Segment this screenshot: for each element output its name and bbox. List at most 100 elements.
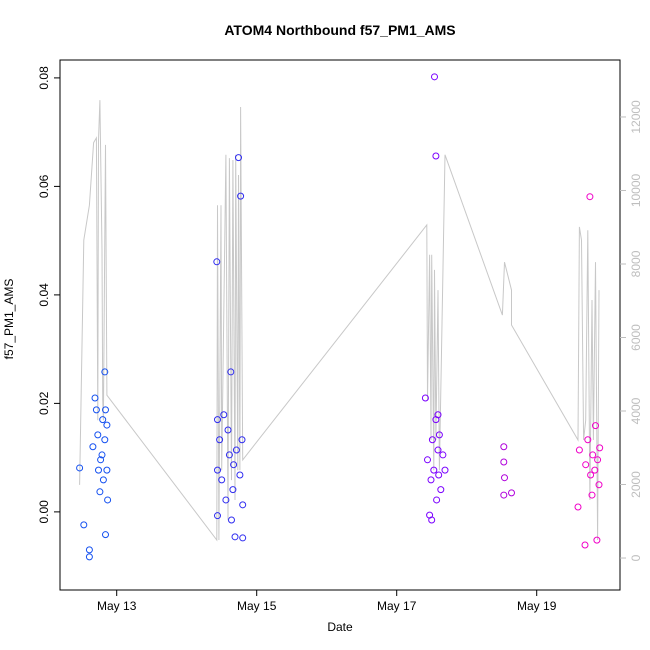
y2-tick-label: 12000 bbox=[629, 100, 643, 134]
y-tick-label: 0.04 bbox=[37, 283, 51, 307]
point bbox=[220, 411, 228, 419]
y-tick-label: 0.06 bbox=[37, 174, 51, 198]
x-tick-label: May 19 bbox=[517, 599, 557, 613]
point bbox=[91, 394, 99, 402]
point bbox=[98, 451, 106, 459]
point bbox=[102, 531, 109, 539]
point bbox=[434, 446, 442, 454]
point bbox=[214, 416, 221, 424]
point bbox=[588, 491, 596, 499]
point bbox=[592, 422, 599, 430]
point bbox=[97, 456, 105, 464]
y-tick-label: 0.02 bbox=[37, 391, 51, 415]
point bbox=[85, 553, 93, 561]
line bbox=[79, 100, 600, 542]
point bbox=[95, 466, 102, 474]
point bbox=[430, 466, 438, 474]
point bbox=[437, 486, 445, 494]
y2-tick-label: 2000 bbox=[629, 471, 643, 498]
y2-tick-label: 10000 bbox=[629, 173, 643, 207]
point bbox=[238, 436, 246, 444]
point bbox=[434, 411, 442, 419]
point bbox=[218, 476, 226, 484]
point bbox=[237, 192, 245, 200]
point bbox=[102, 406, 109, 414]
point bbox=[586, 193, 594, 201]
point bbox=[574, 503, 582, 511]
point bbox=[582, 461, 590, 469]
point bbox=[99, 416, 107, 424]
point bbox=[96, 488, 104, 496]
point bbox=[214, 466, 221, 474]
point bbox=[216, 436, 224, 444]
point bbox=[225, 451, 233, 459]
point bbox=[591, 466, 599, 474]
point bbox=[231, 533, 239, 541]
point bbox=[424, 456, 431, 464]
point bbox=[428, 436, 436, 444]
point bbox=[595, 481, 603, 489]
x-tick-label: May 15 bbox=[237, 599, 277, 613]
point bbox=[441, 466, 449, 474]
point bbox=[214, 512, 221, 520]
point bbox=[101, 436, 109, 444]
plot-box bbox=[59, 59, 621, 591]
point bbox=[76, 464, 84, 472]
point bbox=[228, 516, 235, 524]
y-tick-label: 0.00 bbox=[37, 500, 51, 524]
point bbox=[239, 534, 247, 542]
point bbox=[596, 444, 604, 452]
point bbox=[94, 431, 102, 439]
point bbox=[589, 451, 597, 459]
point bbox=[508, 489, 515, 497]
point bbox=[427, 476, 435, 484]
point bbox=[99, 476, 107, 484]
point bbox=[587, 471, 595, 479]
y2-tick-label: 4000 bbox=[629, 397, 643, 424]
y2-tick-label: 6000 bbox=[629, 324, 643, 351]
point bbox=[432, 152, 440, 160]
y2-tick-label: 0 bbox=[629, 554, 643, 561]
point bbox=[222, 496, 230, 504]
point bbox=[89, 443, 97, 451]
point bbox=[80, 521, 88, 529]
point bbox=[224, 426, 232, 434]
point bbox=[431, 73, 438, 81]
point bbox=[500, 443, 508, 451]
point bbox=[227, 368, 235, 376]
y2-tick-label: 8000 bbox=[629, 250, 643, 277]
point bbox=[433, 496, 441, 504]
point bbox=[421, 394, 429, 402]
point bbox=[428, 516, 436, 524]
point bbox=[435, 431, 443, 439]
point bbox=[104, 496, 112, 504]
point bbox=[501, 474, 508, 482]
x-tick-label: May 13 bbox=[97, 599, 137, 613]
point bbox=[239, 501, 247, 509]
point bbox=[594, 456, 602, 464]
point bbox=[235, 154, 242, 162]
point bbox=[500, 491, 508, 499]
point bbox=[435, 471, 443, 479]
point bbox=[236, 471, 244, 479]
x-tick-label: May 17 bbox=[377, 599, 417, 613]
point bbox=[92, 406, 100, 414]
point bbox=[103, 421, 111, 429]
point bbox=[575, 446, 583, 454]
point bbox=[584, 436, 592, 444]
point bbox=[230, 461, 238, 469]
point bbox=[213, 258, 221, 266]
chart-title: ATOM4 Northbound f57_PM1_AMS bbox=[224, 22, 455, 38]
point bbox=[103, 466, 111, 474]
x-axis-label: Date bbox=[327, 620, 353, 634]
point bbox=[232, 446, 240, 454]
y-axis-label: f57_PM1_AMS bbox=[2, 279, 16, 360]
point bbox=[593, 536, 601, 544]
point bbox=[229, 486, 237, 494]
y-tick-label: 0.08 bbox=[37, 66, 51, 90]
point bbox=[85, 546, 93, 554]
point bbox=[581, 541, 589, 549]
point bbox=[101, 368, 109, 376]
point bbox=[439, 451, 447, 459]
